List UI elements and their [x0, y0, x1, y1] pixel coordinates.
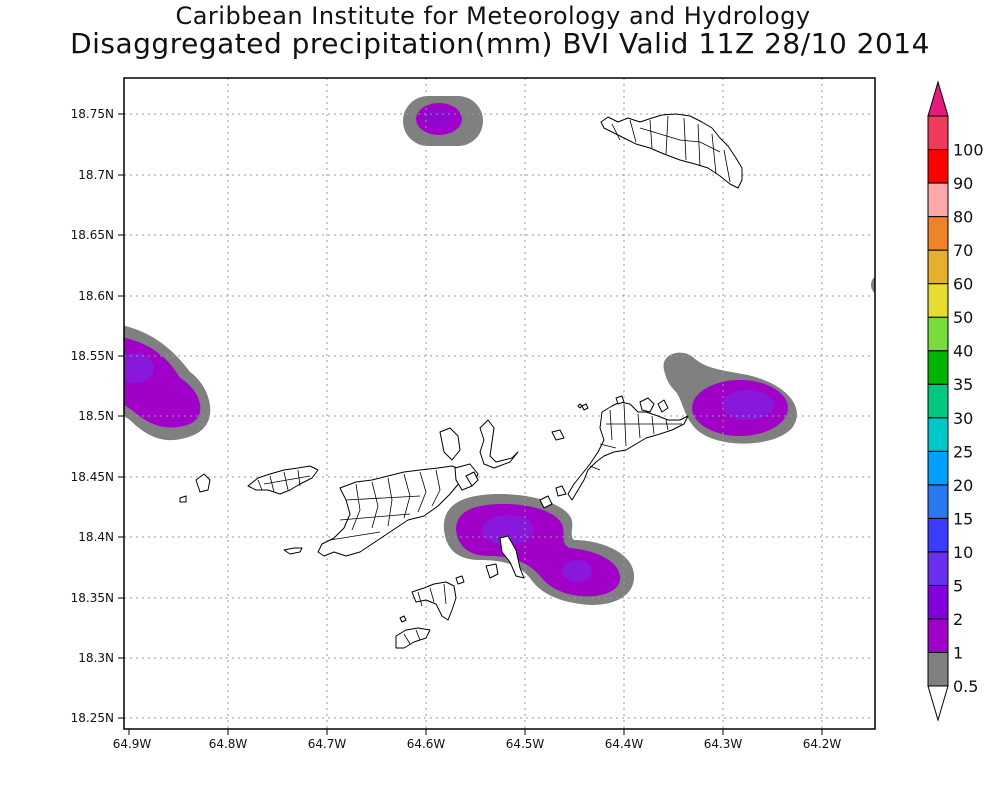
y-tick-label: 18.25N: [71, 711, 114, 725]
east-precip-cell: [663, 352, 797, 444]
island-outlines: [179, 113, 743, 649]
y-tick-label: 18.55N: [71, 349, 114, 363]
central-precip-cell: [443, 494, 635, 605]
colorbar-box: [927, 417, 949, 452]
colorbar-box: [927, 249, 949, 285]
marina-cay: [551, 429, 565, 441]
colorbar-level-label: 1: [953, 643, 963, 662]
colorbar-level-label: 40: [953, 342, 973, 361]
y-tick-marks: [118, 113, 124, 719]
colorbar-level-label: 15: [953, 509, 973, 528]
colorbar-level-label: 100: [953, 141, 984, 160]
dead-chest-island: [455, 575, 465, 585]
colorbar-box: [927, 651, 949, 687]
y-tick-label: 18.35N: [71, 591, 114, 605]
precip-shading: [124, 96, 875, 605]
x-tick-label: 64.8W: [209, 737, 248, 751]
jost-van-dyke-island: [247, 465, 319, 495]
colorbar-level-label: 20: [953, 476, 973, 495]
ginger-island: [555, 485, 567, 497]
colorbar-level-label: 80: [953, 208, 973, 227]
colorbar-box: [927, 584, 949, 620]
colorbar-box: [927, 383, 949, 419]
colorbar-level-label: 10: [953, 543, 973, 562]
salt-island: [485, 563, 499, 579]
y-tick-label: 18.75N: [71, 107, 114, 121]
colorbar-level-label: 2: [953, 610, 963, 629]
colorbar-level-label: 50: [953, 308, 973, 327]
colorbar-box: [927, 618, 949, 653]
y-tick-label: 18.65N: [71, 228, 114, 242]
y-tick-label: 18.6N: [78, 289, 114, 303]
thatch-cay: [283, 547, 303, 555]
colorbar-level-label: 30: [953, 409, 973, 428]
colorbar-level-label: 25: [953, 442, 973, 461]
little-jost-van-dyke: [195, 473, 211, 493]
cooper-island: [499, 535, 525, 579]
colorbar-level-label: 0.5: [953, 677, 978, 696]
colorbar-box: [927, 283, 949, 318]
map-title: Disaggregated precipitation(mm) BVI Vali…: [70, 27, 930, 60]
institute-title: Caribbean Institute for Meteorology and …: [175, 2, 811, 30]
anegada-island: [600, 113, 743, 189]
y-tick-label: 18.5N: [78, 409, 114, 423]
great-camanoe: [439, 427, 461, 461]
mosquito-island: [615, 395, 625, 405]
colorbar-box: [927, 149, 949, 184]
x-tick-label: 64.4W: [605, 737, 644, 751]
edge-precip-cell: [871, 276, 875, 294]
colorbar-top-arrow: [927, 80, 949, 117]
colorbar-box: [927, 316, 949, 352]
x-tick-marks: [128, 729, 823, 735]
pelican-island: [399, 615, 407, 623]
colorbar-box: [927, 517, 949, 553]
eustatia-island: [657, 399, 669, 413]
colorbar-box: [927, 115, 949, 151]
y-tick-label: 18.45N: [71, 470, 114, 484]
y-tick-label: 18.7N: [78, 168, 114, 182]
colorbar-bottom-arrow: [927, 685, 949, 722]
x-tick-label: 64.9W: [113, 737, 152, 751]
y-tick-label: 18.3N: [78, 651, 114, 665]
fallen-jerusalem: [539, 495, 553, 509]
colorbar-level-label: 60: [953, 275, 973, 294]
y-axis-labels: 18.75N 18.7N 18.65N 18.6N 18.55N 18.5N 1…: [71, 107, 114, 725]
virgin-gorda-island: [567, 401, 689, 501]
x-axis-labels: 64.9W 64.8W 64.7W 64.6W 64.5W 64.4W 64.3…: [113, 737, 842, 751]
guana-island: [465, 471, 479, 487]
scrub-island: [479, 419, 519, 469]
colorbar-boxes: [927, 115, 949, 687]
island-boundary-lines: [257, 115, 731, 645]
x-tick-label: 64.5W: [506, 737, 545, 751]
plot-frame: [123, 77, 876, 730]
colorbar-level-label: 5: [953, 576, 963, 595]
x-tick-label: 64.3W: [704, 737, 743, 751]
colorbar-box: [927, 450, 949, 486]
colorbar-box: [927, 551, 949, 586]
colorbar-box: [927, 484, 949, 519]
sandy-cay: [179, 495, 187, 503]
x-tick-label: 64.2W: [803, 737, 842, 751]
colorbar-level-label: 35: [953, 375, 973, 394]
colorbar-box: [927, 216, 949, 251]
colorbar-level-label: 90: [953, 174, 973, 193]
prickly-pear-island: [639, 397, 655, 413]
colorbar-box: [927, 182, 949, 218]
colorbar-box: [927, 350, 949, 385]
y-tick-label: 18.4N: [78, 530, 114, 544]
necker-island: [581, 403, 589, 411]
north-precip-cell: [403, 96, 483, 146]
colorbar-level-label: 70: [953, 241, 973, 260]
west-precip-cell: [124, 325, 211, 441]
norman-island: [395, 627, 431, 649]
x-tick-label: 64.6W: [407, 737, 446, 751]
x-tick-label: 64.7W: [308, 737, 347, 751]
ginger-cay: [577, 403, 583, 409]
